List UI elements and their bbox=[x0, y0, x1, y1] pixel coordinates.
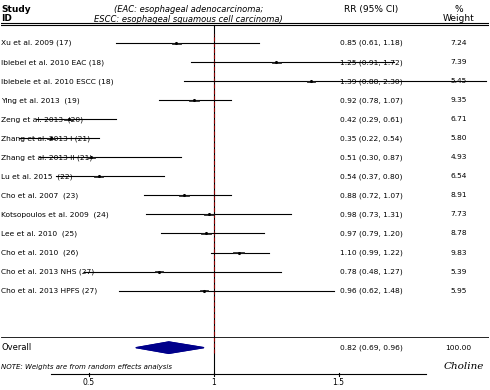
Text: 0.98 (0.73, 1.31): 0.98 (0.73, 1.31) bbox=[340, 211, 402, 218]
Text: Cho et al. 2013 NHS (27): Cho et al. 2013 NHS (27) bbox=[1, 268, 95, 275]
Text: 0.78 (0.48, 1.27): 0.78 (0.48, 1.27) bbox=[340, 268, 403, 275]
Text: Weight: Weight bbox=[443, 14, 474, 23]
Bar bbox=[307, 81, 315, 82]
Text: 8.78: 8.78 bbox=[450, 230, 467, 236]
Text: 5.95: 5.95 bbox=[450, 287, 467, 294]
Bar bbox=[204, 214, 214, 215]
Text: Study: Study bbox=[1, 5, 31, 14]
Text: Choline: Choline bbox=[443, 362, 484, 371]
Text: 7.73: 7.73 bbox=[450, 211, 467, 218]
Text: 0.35 (0.22, 0.54): 0.35 (0.22, 0.54) bbox=[340, 135, 402, 142]
Text: Cho et al. 2013 HPFS (27): Cho et al. 2013 HPFS (27) bbox=[1, 287, 98, 294]
Bar bbox=[233, 252, 244, 253]
Text: 0.97 (0.79, 1.20): 0.97 (0.79, 1.20) bbox=[340, 230, 403, 237]
Text: Ibiebele et al. 2010 ESCC (18): Ibiebele et al. 2010 ESCC (18) bbox=[1, 78, 114, 85]
Text: 0.42 (0.29, 0.61): 0.42 (0.29, 0.61) bbox=[340, 116, 403, 122]
Text: 1.5: 1.5 bbox=[333, 378, 344, 388]
Text: 7.39: 7.39 bbox=[450, 59, 467, 65]
Text: %: % bbox=[454, 5, 463, 14]
Bar bbox=[95, 176, 103, 177]
Bar bbox=[155, 271, 163, 272]
Text: Cho et al. 2007  (23): Cho et al. 2007 (23) bbox=[1, 192, 78, 199]
Text: 5.39: 5.39 bbox=[450, 269, 467, 275]
Text: Zhang et al. 2013 I (21): Zhang et al. 2013 I (21) bbox=[1, 135, 91, 142]
Text: 1.39 (0.88, 2.30): 1.39 (0.88, 2.30) bbox=[340, 78, 402, 85]
Text: ID: ID bbox=[1, 14, 12, 23]
Text: 0.82 (0.69, 0.96): 0.82 (0.69, 0.96) bbox=[340, 344, 403, 351]
Text: NOTE: Weights are from random effects analysis: NOTE: Weights are from random effects an… bbox=[1, 363, 172, 370]
Text: 0.92 (0.78, 1.07): 0.92 (0.78, 1.07) bbox=[340, 97, 403, 104]
Text: Lu et al. 2015  (22): Lu et al. 2015 (22) bbox=[1, 173, 73, 180]
Text: Ibiebel et al. 2010 EAC (18): Ibiebel et al. 2010 EAC (18) bbox=[1, 59, 104, 66]
Text: Ying et al. 2013  (19): Ying et al. 2013 (19) bbox=[1, 97, 80, 104]
Text: 0.85 (0.61, 1.18): 0.85 (0.61, 1.18) bbox=[340, 40, 403, 46]
Text: 0.96 (0.62, 1.48): 0.96 (0.62, 1.48) bbox=[340, 287, 403, 294]
Text: 8.91: 8.91 bbox=[450, 192, 467, 199]
Text: Lee et al. 2010  (25): Lee et al. 2010 (25) bbox=[1, 230, 77, 237]
Text: 100.00: 100.00 bbox=[445, 345, 472, 351]
Bar bbox=[179, 195, 189, 196]
Text: 1: 1 bbox=[211, 378, 216, 388]
Text: 0.5: 0.5 bbox=[83, 378, 95, 388]
Bar bbox=[172, 43, 181, 44]
Bar bbox=[201, 233, 211, 234]
Text: 1.25 (0.91, 1.72): 1.25 (0.91, 1.72) bbox=[340, 59, 403, 66]
Text: Kotsopoulos et al. 2009  (24): Kotsopoulos et al. 2009 (24) bbox=[1, 211, 109, 218]
Text: 6.71: 6.71 bbox=[450, 116, 467, 122]
Text: Zeng et al. 2013  (20): Zeng et al. 2013 (20) bbox=[1, 116, 83, 122]
Text: 5.45: 5.45 bbox=[450, 78, 467, 84]
Text: RR (95% CI): RR (95% CI) bbox=[344, 5, 398, 14]
Text: 4.93: 4.93 bbox=[450, 154, 467, 160]
Bar bbox=[199, 290, 208, 291]
Text: 0.88 (0.72, 1.07): 0.88 (0.72, 1.07) bbox=[340, 192, 403, 199]
Text: (EAC: esophageal adenocarcinoma;
ESCC: esophageal squamous cell carcinoma): (EAC: esophageal adenocarcinoma; ESCC: e… bbox=[95, 5, 283, 24]
Bar bbox=[64, 119, 74, 120]
Text: 0.54 (0.37, 0.80): 0.54 (0.37, 0.80) bbox=[340, 173, 402, 180]
Bar bbox=[189, 100, 199, 101]
Text: 9.83: 9.83 bbox=[450, 250, 467, 255]
Text: 0.51 (0.30, 0.87): 0.51 (0.30, 0.87) bbox=[340, 154, 402, 161]
Text: 7.24: 7.24 bbox=[450, 40, 467, 46]
Text: Overall: Overall bbox=[1, 343, 32, 352]
Text: 6.54: 6.54 bbox=[450, 174, 467, 179]
Text: Xu et al. 2009 (17): Xu et al. 2009 (17) bbox=[1, 40, 72, 46]
Text: 9.35: 9.35 bbox=[450, 98, 467, 103]
Text: 5.80: 5.80 bbox=[450, 135, 467, 141]
Text: 1.10 (0.99, 1.22): 1.10 (0.99, 1.22) bbox=[340, 249, 403, 256]
Polygon shape bbox=[136, 342, 204, 353]
Bar bbox=[88, 157, 95, 158]
Text: Zhang et al. 2013 II (21): Zhang et al. 2013 II (21) bbox=[1, 154, 93, 161]
Text: Cho et al. 2010  (26): Cho et al. 2010 (26) bbox=[1, 249, 79, 256]
